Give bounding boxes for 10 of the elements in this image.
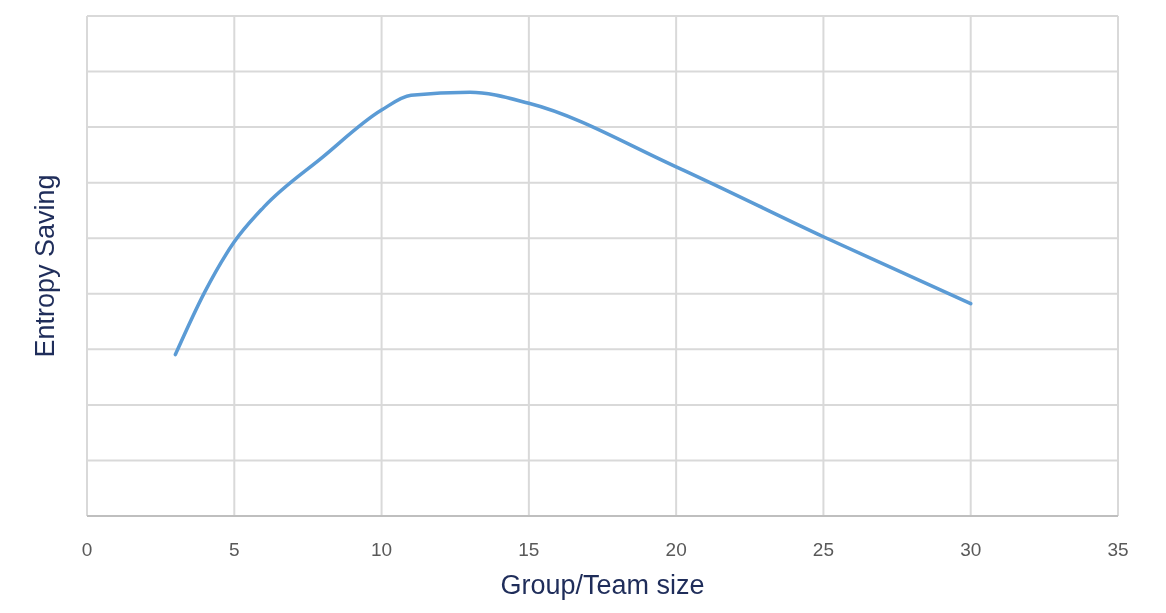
x-tick-label: 30 (960, 539, 982, 560)
x-axis-title: Group/Team size (500, 570, 705, 600)
x-tick-label: 5 (229, 539, 240, 560)
x-tick-label: 10 (371, 539, 393, 560)
x-tick-label: 15 (518, 539, 540, 560)
x-tick-label: 20 (665, 539, 687, 560)
x-tick-label: 25 (812, 539, 834, 560)
y-axis-title: Entropy Saving (30, 174, 60, 358)
x-tick-label: 0 (81, 539, 93, 560)
x-tick-label: 35 (1107, 539, 1129, 560)
